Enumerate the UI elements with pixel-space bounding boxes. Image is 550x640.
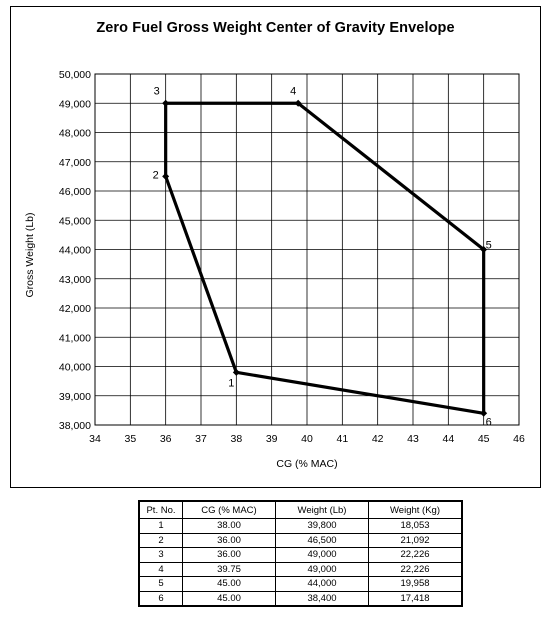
x-tick-label: 43 — [407, 433, 419, 445]
table-row: 4 39.75 49,000 22,226 — [138, 561, 463, 577]
table-cell: 36.00 — [182, 547, 276, 563]
y-tick-label: 38,000 — [59, 420, 91, 432]
x-tick-label: 41 — [336, 433, 348, 445]
table-cell: 6 — [138, 590, 183, 607]
table-row: 1 38.00 39,800 18,053 — [138, 518, 463, 534]
table-cell: 2 — [138, 532, 183, 548]
data-point-marker — [480, 246, 488, 253]
x-tick-label: 34 — [89, 433, 101, 445]
data-point-label: 1 — [228, 377, 234, 389]
table-cell: 19,958 — [368, 576, 463, 592]
table-cell: 3 — [138, 547, 183, 563]
data-point-marker — [480, 409, 488, 417]
x-tick-label: 37 — [195, 433, 207, 445]
data-point-label: 2 — [153, 169, 159, 181]
table-row: 3 36.00 49,000 22,226 — [138, 547, 463, 563]
y-tick-label: 44,000 — [59, 245, 91, 257]
table-cell: 38,400 — [275, 590, 369, 607]
y-tick-label: 42,000 — [59, 303, 91, 315]
table-cell: 4 — [138, 561, 183, 577]
table-cell: 46,500 — [275, 532, 369, 548]
table-header-cell: Weight (Lb) — [275, 500, 369, 519]
table-row: 2 36.00 46,500 21,092 — [138, 532, 463, 548]
data-point-label: 5 — [486, 240, 492, 252]
y-tick-label: 41,000 — [59, 332, 91, 344]
table-header-cell: CG (% MAC) — [182, 500, 276, 519]
table-cell: 36.00 — [182, 532, 276, 548]
table-header-cell: Weight (Kg) — [368, 500, 463, 519]
x-tick-label: 38 — [230, 433, 242, 445]
plot-border — [94, 73, 520, 426]
y-tick-label: 47,000 — [59, 157, 91, 169]
table-cell: 5 — [138, 576, 183, 592]
table-cell: 22,226 — [368, 547, 463, 563]
x-tick-label: 45 — [478, 433, 490, 445]
x-tick-label: 42 — [372, 433, 384, 445]
x-axis-title: CG (% MAC) — [276, 458, 338, 470]
y-tick-label: 48,000 — [59, 128, 91, 140]
table-cell: 18,053 — [368, 518, 463, 534]
y-tick-label: 45,000 — [59, 215, 91, 227]
y-tick-label: 39,000 — [59, 391, 91, 403]
y-axis-title: Gross Weight (Lb) — [24, 212, 36, 298]
y-tick-label: 43,000 — [59, 274, 91, 286]
table-cell: 49,000 — [275, 547, 369, 563]
table-row: 6 45.00 38,400 17,418 — [138, 590, 463, 607]
table-header-cell: Pt. No. — [138, 500, 183, 519]
data-point-label: 4 — [290, 85, 296, 97]
table-cell: 49,000 — [275, 561, 369, 577]
data-point-label: 6 — [486, 416, 492, 428]
table-cell: 44,000 — [275, 576, 369, 592]
x-tick-label: 40 — [301, 433, 313, 445]
table-cell: 39.75 — [182, 561, 276, 577]
x-tick-label: 35 — [124, 433, 136, 445]
table-cell: 1 — [138, 518, 183, 534]
table-row: 5 45.00 44,000 19,958 — [138, 576, 463, 592]
table-cell: 22,226 — [368, 561, 463, 577]
data-point-marker — [232, 368, 240, 376]
data-point-label: 3 — [154, 85, 160, 97]
data-table: Pt. No. CG (% MAC) Weight (Lb) Weight (K… — [138, 500, 463, 607]
table-cell: 39,800 — [275, 518, 369, 534]
chart-plot: 34 35 36 37 38 39 40 41 42 43 44 45 4638,00039,00040… — [59, 69, 525, 445]
y-tick-label: 50,000 — [59, 69, 91, 81]
table-cell: 17,418 — [368, 590, 463, 607]
table-cell: 45.00 — [182, 590, 276, 607]
x-tick-label: 36 — [160, 433, 172, 445]
chart-title: Zero Fuel Gross Weight Center of Gravity… — [96, 20, 455, 36]
x-tick-label: 39 — [266, 433, 278, 445]
data-point-marker — [294, 99, 302, 107]
data-point-marker — [162, 99, 170, 107]
y-tick-label: 40,000 — [59, 362, 91, 374]
x-tick-label: 44 — [442, 433, 454, 445]
y-tick-label: 46,000 — [59, 186, 91, 198]
table-header-row: Pt. No. CG (% MAC) Weight (Lb) Weight (K… — [138, 500, 463, 519]
table-cell: 38.00 — [182, 518, 276, 534]
x-tick-label: 46 — [513, 433, 525, 445]
data-point-marker — [162, 172, 170, 180]
y-tick-label: 49,000 — [59, 98, 91, 110]
table-cell: 45.00 — [182, 576, 276, 592]
table-cell: 21,092 — [368, 532, 463, 548]
